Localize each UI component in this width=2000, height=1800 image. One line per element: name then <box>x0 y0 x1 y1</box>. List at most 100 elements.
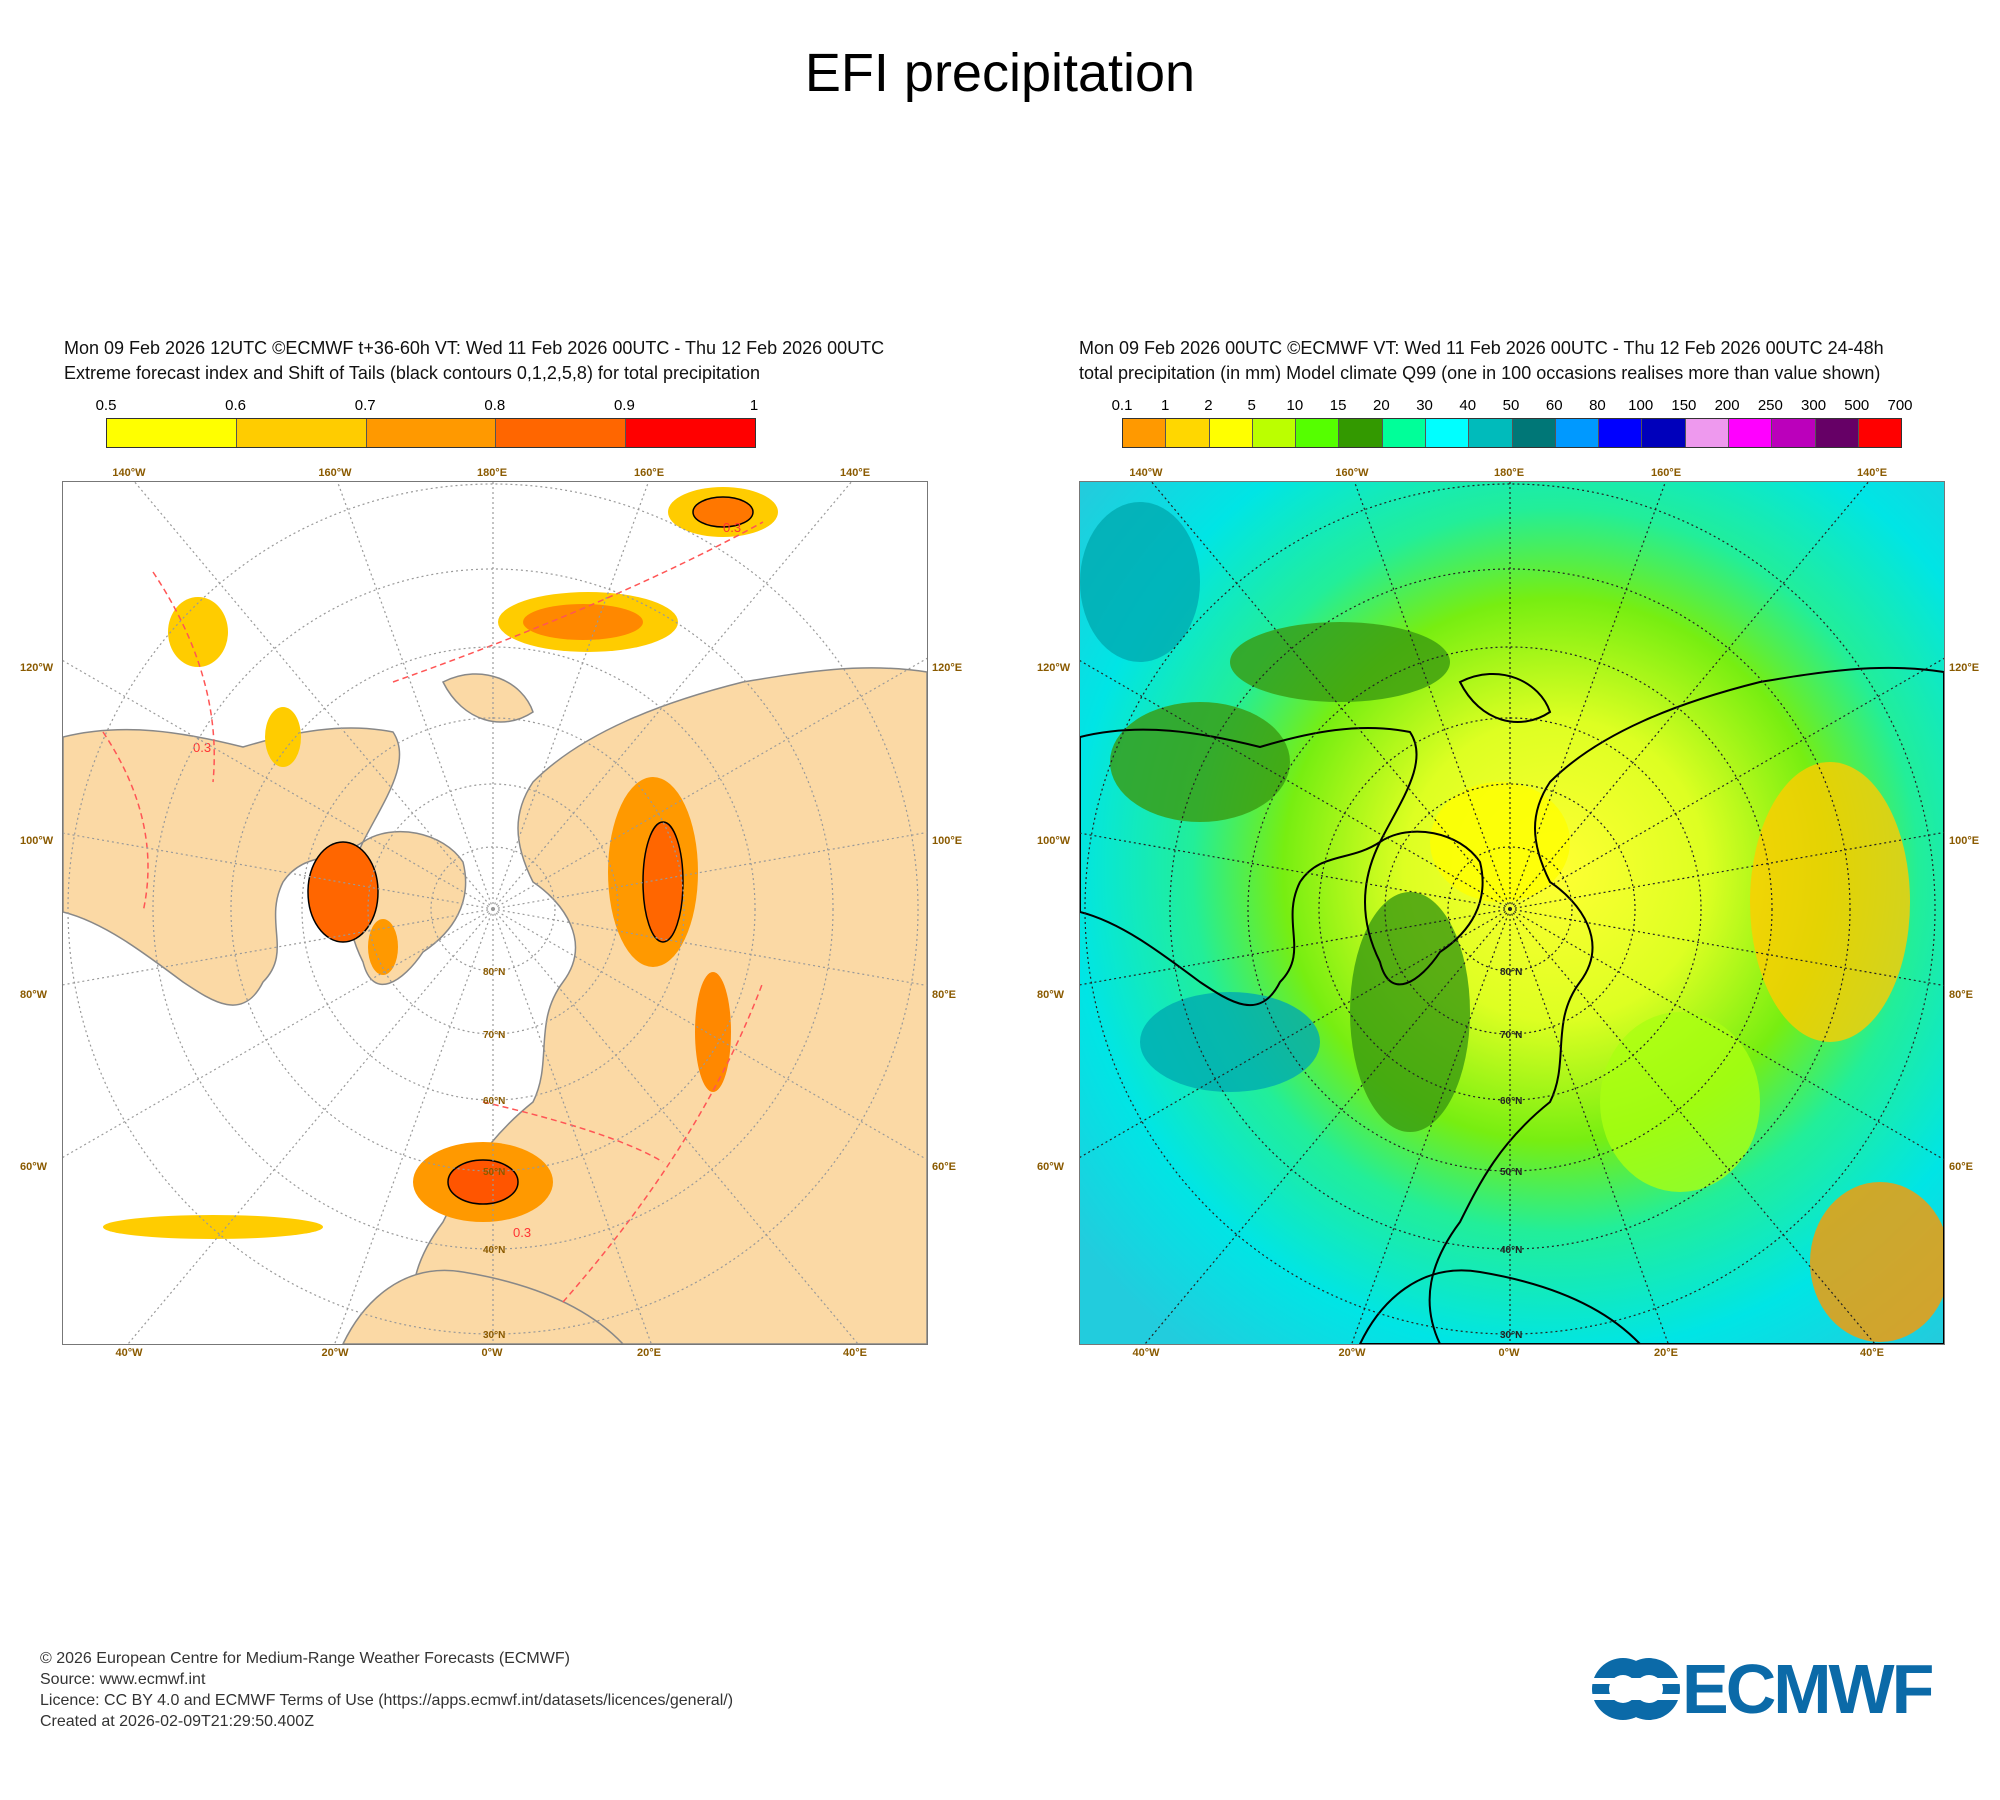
top-longitude-label: 160°W <box>318 467 352 479</box>
left-colorbar-label: 1 <box>749 397 759 414</box>
meridian-line <box>1509 908 1944 1161</box>
right-colorbar-label: 5 <box>1247 397 1256 414</box>
left-colorbar-segment <box>236 419 367 447</box>
meridian-line <box>1509 831 1944 910</box>
right-colorbar-label: 1 <box>1161 397 1170 414</box>
left-efi-map: 0.3 0.3 0.3 80°N 70°N 60°N 50°N 40°N 30°N <box>62 481 928 1345</box>
meridian-line <box>63 660 494 910</box>
footer: © 2026 European Centre for Medium-Range … <box>40 1648 733 1732</box>
right-colorbar-segment <box>1469 419 1513 447</box>
contour-label: 0.3 <box>193 740 211 755</box>
left-longitude-label: 80°W <box>1037 989 1065 1001</box>
left-longitude-label: 60°W <box>20 1161 48 1173</box>
latitude-label: 80°N <box>1500 967 1522 978</box>
parallel-line <box>1318 717 1702 1101</box>
meridian-line <box>492 908 652 1344</box>
meridian-line <box>1509 482 1667 910</box>
top-longitude-label: 140°W <box>112 467 146 479</box>
efi-area <box>265 707 301 767</box>
right-colorbar-segment <box>1123 419 1167 447</box>
right-colorbar-label: 200 <box>1714 397 1740 414</box>
efi-0.3-contour <box>102 731 149 913</box>
right-colorbar-label: 2 <box>1204 397 1213 414</box>
top-longitude-label: 140°E <box>839 467 871 479</box>
left-colorbar-label: 0.9 <box>613 397 635 414</box>
left-longitude-label: 100°W <box>20 835 54 847</box>
latitude-label: 80°N <box>483 967 505 978</box>
contour-label: 0.3 <box>513 1225 531 1240</box>
right-colorbar-segment <box>1382 419 1426 447</box>
right-colorbar-label: 0.1 <box>1111 397 1133 414</box>
latitude-label: 70°N <box>1500 1030 1522 1041</box>
precip-blob <box>1430 782 1570 902</box>
right-colorbar-label: 20 <box>1372 397 1390 414</box>
meridian-line <box>1509 908 1944 987</box>
left-longitude-label: 120°W <box>1037 662 1071 674</box>
right-colorbar-segment <box>1772 419 1816 447</box>
right-colorbar-label: 100 <box>1628 397 1654 414</box>
footer-source: Source: www.ecmwf.int <box>40 1671 206 1688</box>
right-colorbar-segment <box>1425 419 1470 447</box>
bottom-longitude-label: 0°W <box>481 1347 503 1359</box>
meridian-line <box>1080 908 1511 1158</box>
ecmwf-logo-text: ECMWF <box>1682 1650 1934 1728</box>
right-colorbar <box>1122 418 1902 448</box>
efi-area <box>103 1215 323 1239</box>
footer-copyright: © 2026 European Centre for Medium-Range … <box>40 1650 570 1667</box>
meridian-line <box>492 831 927 910</box>
right-colorbar-label: 700 <box>1887 397 1913 414</box>
latitude-label: 40°N <box>483 1245 505 1256</box>
bottom-longitude-label: 20°W <box>321 1347 349 1359</box>
bottom-longitude-label: 20°E <box>637 1347 661 1359</box>
contour-label: 0.3 <box>723 520 741 535</box>
right-colorbar-segment <box>1815 419 1859 447</box>
right-longitude-label: 100°E <box>932 835 963 847</box>
meridian-line <box>1080 908 1511 986</box>
meridian-line <box>492 908 927 987</box>
left-colorbar-segment <box>107 419 237 447</box>
footer-created: Created at 2026-02-09T21:29:50.400Z <box>40 1713 314 1730</box>
bottom-longitude-label: 40°W <box>115 1347 143 1359</box>
right-colorbar-label: 50 <box>1502 397 1520 414</box>
right-colorbar-label: 10 <box>1286 397 1304 414</box>
right-colorbar-segment <box>1599 419 1643 447</box>
efi-area <box>168 597 228 667</box>
right-colorbar-segment <box>1252 419 1297 447</box>
left-colorbar-label: 0.8 <box>484 397 506 414</box>
right-colorbar-label: 30 <box>1416 397 1433 414</box>
bottom-longitude-label: 20°E <box>1654 1347 1678 1359</box>
meridian-line <box>127 908 494 1344</box>
latitude-label: 50°N <box>483 1167 505 1178</box>
left-header-line2: Extreme forecast index and Shift of Tail… <box>64 363 761 383</box>
top-longitude-label: 160°E <box>633 467 665 479</box>
right-longitude-label: 100°E <box>1949 835 1980 847</box>
latitude-label: 30°N <box>483 1330 505 1341</box>
left-longitude-label: 60°W <box>1037 1161 1065 1173</box>
precip-blob <box>1750 762 1910 1042</box>
meridian-line <box>1080 660 1511 910</box>
right-longitude-label: 60°E <box>932 1161 956 1173</box>
meridian-line <box>492 482 650 910</box>
left-panel-header: Mon 09 Feb 2026 12UTC ©ECMWF t+36-60h VT… <box>64 336 884 386</box>
left-longitude-label: 80°W <box>20 989 48 1001</box>
bottom-longitude-label: 0°W <box>1498 1347 1520 1359</box>
efi-area <box>523 604 643 640</box>
efi-0.3-contour <box>562 981 764 1303</box>
latitude-label: 60°N <box>1500 1096 1522 1107</box>
right-header-line2: total precipitation (in mm) Model climat… <box>1079 363 1881 383</box>
right-colorbar-segment <box>1339 419 1383 447</box>
right-colorbar-label: 80 <box>1589 397 1606 414</box>
right-colorbar-label: 250 <box>1757 397 1783 414</box>
efi-area <box>692 496 754 528</box>
right-precip-climate-map: 80°N 70°N 60°N 50°N 40°N 30°N <box>1079 481 1945 1345</box>
right-colorbar-label: 500 <box>1844 397 1870 414</box>
efi-area <box>695 972 731 1092</box>
top-longitude-label: 160°W <box>1335 467 1369 479</box>
parallel-line <box>1084 483 1936 1335</box>
precip-blob <box>1110 702 1290 822</box>
right-colorbar-label: 60 <box>1545 397 1563 414</box>
left-colorbar-label: 0.6 <box>225 397 247 414</box>
meridian-line <box>63 908 494 986</box>
top-longitude-label: 140°E <box>1856 467 1888 479</box>
bottom-longitude-label: 40°E <box>1860 1347 1884 1359</box>
